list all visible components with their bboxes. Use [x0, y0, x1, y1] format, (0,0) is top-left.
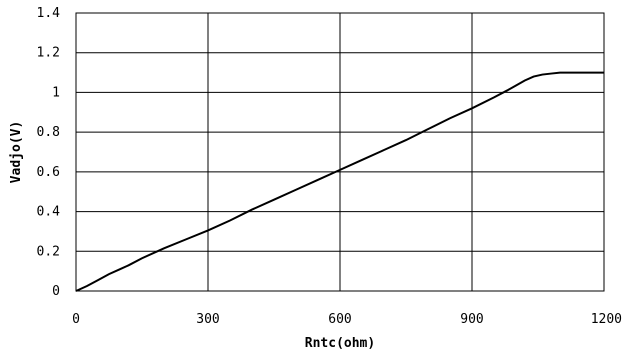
y-tick-label: 0.4	[37, 205, 61, 220]
y-tick-label: 0.2	[37, 244, 60, 259]
y-tick-label: 0.8	[37, 125, 60, 140]
y-axis-label: Vadjo(V)	[9, 121, 24, 184]
y-tick-label: 0	[52, 284, 60, 299]
grid	[75, 12, 605, 292]
x-tick-label: 300	[196, 312, 219, 327]
x-axis-label: Rntc(ohm)	[305, 336, 375, 351]
plot-frame	[75, 12, 605, 292]
x-tick-label: 600	[328, 312, 351, 327]
x-tick-labels: 0 300 600 900 1200	[72, 312, 622, 327]
x-tick-label: 1200	[591, 312, 622, 327]
y-tick-label: 0.6	[37, 165, 60, 180]
y-tick-label: 1	[52, 85, 60, 100]
x-tick-label: 900	[460, 312, 483, 327]
y-tick-labels: 0 0.2 0.4 0.6 0.8 1 1.2 1.4	[37, 6, 61, 299]
y-tick-label: 1.4	[37, 6, 61, 21]
y-tick-label: 1.2	[37, 46, 60, 61]
x-tick-label: 0	[72, 312, 80, 327]
series-line	[75, 71, 604, 292]
